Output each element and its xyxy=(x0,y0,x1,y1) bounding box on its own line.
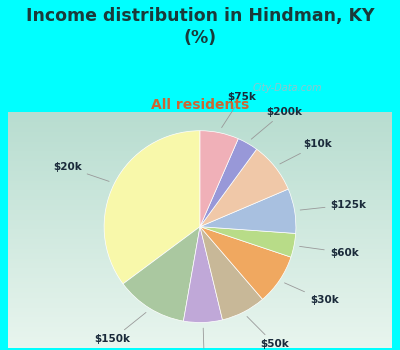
Wedge shape xyxy=(200,149,288,227)
Text: $200k: $200k xyxy=(251,107,302,139)
Text: $75k: $75k xyxy=(222,92,256,128)
Text: $10k: $10k xyxy=(280,139,332,164)
Wedge shape xyxy=(200,227,291,299)
Text: $150k: $150k xyxy=(94,313,146,344)
Text: City-Data.com: City-Data.com xyxy=(253,83,322,92)
Text: $30k: $30k xyxy=(284,283,338,306)
Text: $20k: $20k xyxy=(53,162,109,181)
Text: All residents: All residents xyxy=(151,98,249,112)
Text: $50k: $50k xyxy=(247,316,289,349)
Text: $60k: $60k xyxy=(300,246,358,258)
Text: $100k: $100k xyxy=(186,328,222,350)
Wedge shape xyxy=(104,131,200,284)
Text: $125k: $125k xyxy=(300,200,366,210)
Wedge shape xyxy=(200,227,262,320)
Text: Income distribution in Hindman, KY
(%): Income distribution in Hindman, KY (%) xyxy=(26,7,374,47)
Wedge shape xyxy=(200,139,257,227)
Wedge shape xyxy=(200,189,296,233)
Wedge shape xyxy=(184,227,222,323)
Wedge shape xyxy=(123,227,200,321)
Wedge shape xyxy=(200,227,296,257)
Wedge shape xyxy=(200,131,238,227)
